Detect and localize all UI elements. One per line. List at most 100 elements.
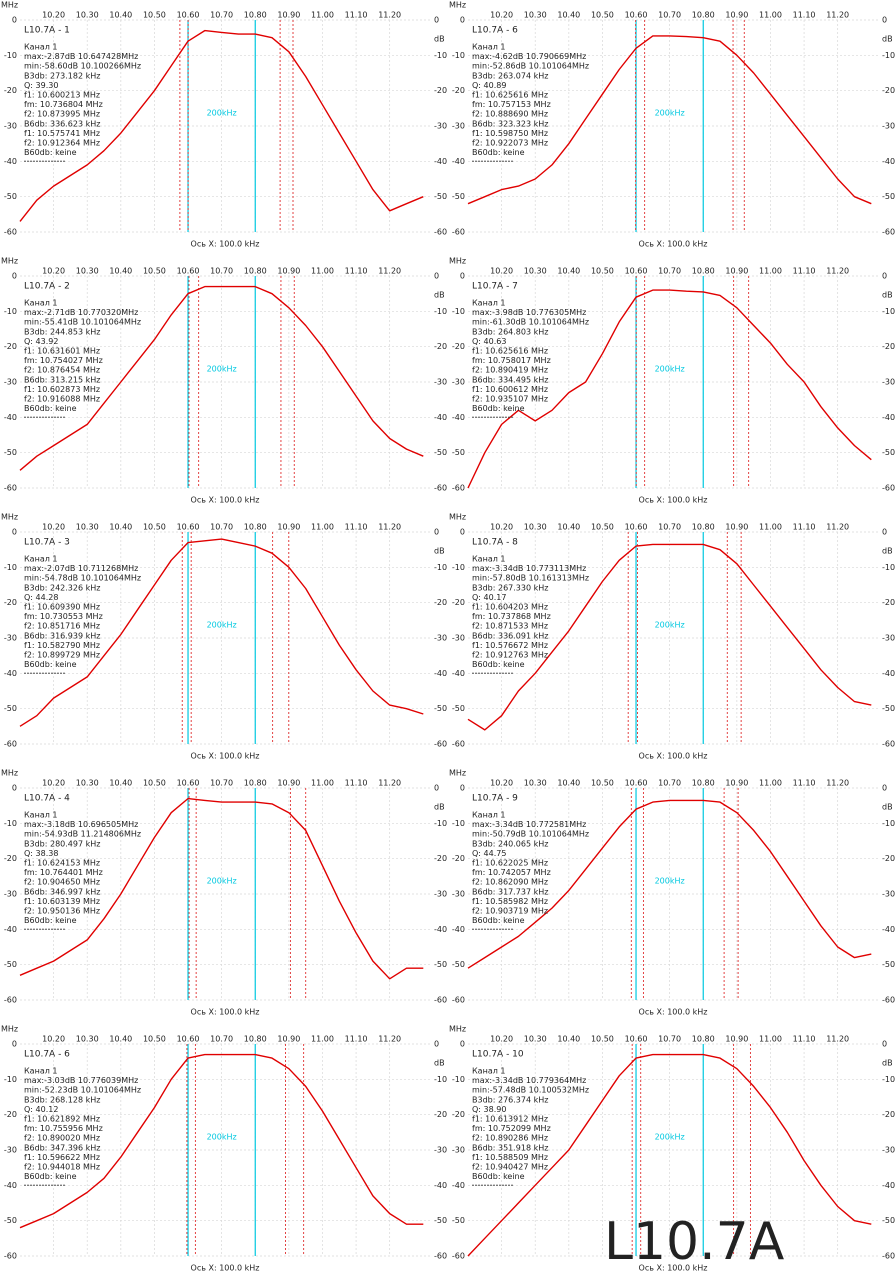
y-tick-label-right: -20: [434, 854, 447, 863]
y-tick-label: -10: [452, 307, 465, 316]
y-tick-label-right: 0: [434, 1040, 439, 1049]
info-line: fm: 10.736804 MHz: [24, 100, 103, 109]
y-tick-label-right: -10: [882, 563, 895, 572]
info-line: B3db: 280.497 kHz: [24, 839, 100, 848]
x-tick-label: 10.40: [557, 11, 580, 20]
x-tick-label: 11.10: [345, 523, 368, 532]
info-line: fm: 10.755956 MHz: [24, 1124, 103, 1133]
y-tick-label-right: -60: [434, 228, 447, 237]
info-line: min:-58.60dB 10.100266MHz: [24, 62, 141, 71]
y-unit: dB: [434, 547, 445, 556]
panel-title: L10.7A - 10: [472, 1050, 524, 1060]
info-line: B6db: 336.091 kHz: [472, 631, 548, 640]
info-line: f2: 10.903719 MHz: [472, 907, 548, 916]
info-line: Канал 1: [24, 811, 57, 820]
panel-title: L10.7A - 1: [24, 26, 70, 36]
y-tick-label: 0: [12, 16, 17, 25]
info-line: max:-4.62dB 10.790669MHz: [472, 52, 586, 61]
info-line: f1: 10.575741 MHz: [24, 129, 100, 138]
info-line: f2: 10.950136 MHz: [24, 907, 100, 916]
info-line: f2: 10.890419 MHz: [472, 366, 548, 375]
info-line: f2: 10.890286 MHz: [472, 1134, 548, 1143]
response-curve: [19, 29, 424, 222]
x-tick-label: 10.60: [625, 11, 648, 20]
y-tick-label: -10: [4, 819, 17, 828]
x-tick-label: 11.00: [311, 1035, 334, 1044]
info-line: min:-50.79dB 10.101064MHz: [472, 830, 589, 839]
x-tick-label: 11.00: [759, 1035, 782, 1044]
response-curve: [19, 797, 424, 980]
info-line: B6db: 334.495 kHz: [472, 375, 548, 384]
y-tick-label-right: -30: [434, 122, 447, 131]
info-line: min:-54.78dB 10.101064MHz: [24, 574, 141, 583]
x-tick-label: 10.90: [725, 1035, 748, 1044]
y-tick-label: -50: [452, 192, 465, 201]
info-line: fm: 10.764401 MHz: [24, 868, 103, 877]
x-tick-label: 11.20: [378, 779, 401, 788]
y-tick-label: 0: [460, 16, 465, 25]
y-tick-label: -20: [4, 342, 17, 351]
y-tick-label-right: -50: [882, 1216, 895, 1225]
info-line: f2: 10.944018 MHz: [24, 1163, 100, 1172]
y-tick-label: -30: [4, 122, 17, 131]
y-tick-label: -10: [452, 51, 465, 60]
y-tick-label: -10: [4, 307, 17, 316]
x-tick-label: 10.50: [143, 267, 166, 276]
x-tick-label: 10.40: [557, 1035, 580, 1044]
info-line: f1: 10.598750 MHz: [472, 129, 548, 138]
y-tick-label-right: -30: [882, 1146, 895, 1155]
x-tick-label: 10.90: [725, 267, 748, 276]
panel-title: L10.7A - 6: [24, 1050, 70, 1060]
y-tick-label: -50: [452, 448, 465, 457]
info-line: B3db: 264.803 kHz: [472, 327, 548, 336]
span-label: 200kHz: [655, 1133, 685, 1142]
y-tick-label-right: -60: [434, 1252, 447, 1261]
x-tick-label: 10.90: [725, 779, 748, 788]
y-unit: dB: [434, 1059, 445, 1068]
y-tick-label: -60: [4, 740, 17, 749]
panel-title: L10.7A - 4: [24, 794, 70, 804]
x-tick-label: 10.20: [42, 779, 65, 788]
y-tick-label-right: -10: [434, 51, 447, 60]
x-tick-label: 11.10: [345, 779, 368, 788]
y-tick-label-right: -40: [434, 157, 447, 166]
info-line: f2: 10.916088 MHz: [24, 395, 100, 404]
y-tick-label: -30: [452, 634, 465, 643]
info-line: B3db: 244.853 kHz: [24, 327, 100, 336]
y-tick-label-right: -50: [434, 448, 447, 457]
y-unit: dB: [882, 1059, 893, 1068]
x-tick-label: 10.70: [658, 267, 681, 276]
y-tick-label: 0: [460, 528, 465, 537]
info-line: max:-2.07dB 10.711268MHz: [24, 564, 138, 573]
info-line: fm: 10.742057 MHz: [472, 868, 551, 877]
y-tick-label-right: -10: [434, 563, 447, 572]
info-line: f1: 10.576672 MHz: [472, 641, 548, 650]
x-unit: MHz: [449, 769, 466, 778]
y-tick-label-right: -20: [434, 86, 447, 95]
info-line: Q: 40.17: [472, 593, 506, 602]
info-line: f1: 10.621892 MHz: [24, 1115, 100, 1124]
x-unit: MHz: [449, 257, 466, 266]
y-tick-label-right: 0: [882, 272, 887, 281]
x-tick-label: 10.30: [524, 1035, 547, 1044]
y-tick-label: 0: [460, 1040, 465, 1049]
y-tick-label: 0: [12, 784, 17, 793]
x-tick-label: 10.90: [277, 11, 300, 20]
x-tick-label: 10.60: [177, 523, 200, 532]
info-line: min:-52.23dB 10.101064MHz: [24, 1086, 141, 1095]
x-tick-label: 10.80: [692, 11, 715, 20]
info-line: Канал 1: [24, 555, 57, 564]
x-tick-label: 11.20: [826, 1035, 849, 1044]
info-line: Канал 1: [24, 1067, 57, 1076]
response-curve: [467, 35, 872, 205]
info-line: B60db: keine: [24, 148, 77, 157]
x-tick-label: 11.10: [793, 779, 816, 788]
y-tick-label: 0: [12, 272, 17, 281]
info-line: B60db: keine: [24, 1172, 77, 1181]
y-tick-label: -40: [4, 413, 17, 422]
info-line: B3db: 273.182 kHz: [24, 71, 100, 80]
y-tick-label-right: -40: [882, 669, 895, 678]
span-label: 200kHz: [655, 365, 685, 374]
info-line: B60db: keine: [24, 404, 77, 413]
